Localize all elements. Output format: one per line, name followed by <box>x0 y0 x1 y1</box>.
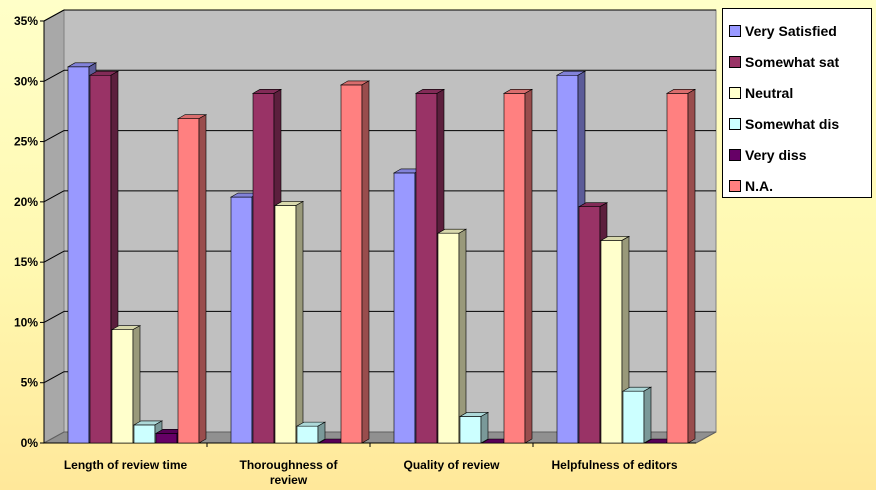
bar-face <box>133 424 156 444</box>
chart-legend: Very Satisfied Somewhat sat Neutral Somewha… <box>722 8 872 198</box>
bar-face <box>67 66 90 444</box>
y-tick-label: 0% <box>21 436 39 450</box>
bar <box>295 421 327 444</box>
bar <box>665 88 697 444</box>
chart-plot: 0% 5% 10% 15% 20% 25% 30% 35% Length of review t… <box>14 9 717 487</box>
bar-side <box>198 114 207 444</box>
bar-face <box>556 74 579 444</box>
legend-swatch <box>729 56 741 68</box>
bar-face <box>600 240 623 444</box>
y-tick-label: 30% <box>14 74 38 88</box>
bar-side <box>687 88 696 444</box>
bar-side <box>295 200 304 444</box>
bar-side <box>317 421 326 444</box>
bar-face <box>503 93 526 444</box>
bar-face <box>415 93 438 444</box>
y-tick-label: 25% <box>14 135 38 149</box>
legend-swatch <box>729 180 741 192</box>
bar <box>621 386 653 444</box>
bar <box>176 114 208 444</box>
gridline-side <box>43 371 65 384</box>
bar <box>339 80 371 444</box>
x-category-label: Quality of review <box>403 458 500 472</box>
y-tick-label: 15% <box>14 255 38 269</box>
bar-face <box>437 232 460 444</box>
bar-face <box>274 205 297 444</box>
bar <box>110 325 142 444</box>
bar-side <box>480 411 489 444</box>
legend-entry: N.A. <box>729 178 773 194</box>
y-tick-label: 35% <box>14 14 38 28</box>
bar-side <box>643 386 652 444</box>
legend-entry: Neutral <box>729 85 793 101</box>
legend-swatch <box>729 87 741 99</box>
bar-side <box>524 88 533 444</box>
y-tick-label: 10% <box>14 315 38 329</box>
bar-face <box>111 329 134 444</box>
bar-face <box>177 118 200 444</box>
plot-side-wall <box>43 9 65 444</box>
gridline-side <box>43 190 65 203</box>
bar-face <box>230 196 253 444</box>
bar-face <box>155 433 178 444</box>
gridline-side <box>43 310 65 323</box>
bar <box>502 88 534 444</box>
legend-swatch <box>729 118 741 130</box>
bar-face <box>340 84 363 444</box>
legend-entry: Somewhat dis <box>729 116 839 132</box>
x-category-label: Thoroughness of <box>240 458 339 472</box>
bar-face <box>622 390 645 444</box>
x-category-label: Helpfulness of editors <box>551 458 677 472</box>
legend-swatch <box>729 25 741 37</box>
bar-face <box>393 172 416 444</box>
bar-face <box>296 425 319 444</box>
gridline-side <box>43 9 65 22</box>
x-category-label: review <box>270 473 308 487</box>
bar-side <box>458 228 467 444</box>
bar <box>458 411 490 444</box>
gridline-side <box>43 130 65 143</box>
gridline-side <box>43 250 65 263</box>
bar-face <box>252 93 275 444</box>
legend-label: N.A. <box>745 178 773 194</box>
legend-entry: Very diss <box>729 147 807 163</box>
bar <box>273 200 305 444</box>
bar-face <box>89 74 112 444</box>
bar-face <box>578 206 601 444</box>
bar-face <box>459 416 482 444</box>
x-category-label: Length of review time <box>64 458 188 472</box>
legend-label: Somewhat dis <box>745 116 840 132</box>
legend-label: Very diss <box>745 147 807 163</box>
legend-label: Somewhat sat <box>745 54 840 70</box>
legend-label: Very Satisfied <box>745 23 837 39</box>
bar-face <box>666 93 689 444</box>
legend-label: Neutral <box>745 85 794 101</box>
legend-entry: Somewhat sat <box>729 54 839 70</box>
legend-swatch <box>729 149 741 161</box>
bar <box>436 228 468 444</box>
y-tick-label: 20% <box>14 195 38 209</box>
bar-side <box>361 80 370 444</box>
y-tick-label: 5% <box>21 376 39 390</box>
legend-entry: Very Satisfied <box>729 23 837 39</box>
gridline-side <box>43 69 65 82</box>
